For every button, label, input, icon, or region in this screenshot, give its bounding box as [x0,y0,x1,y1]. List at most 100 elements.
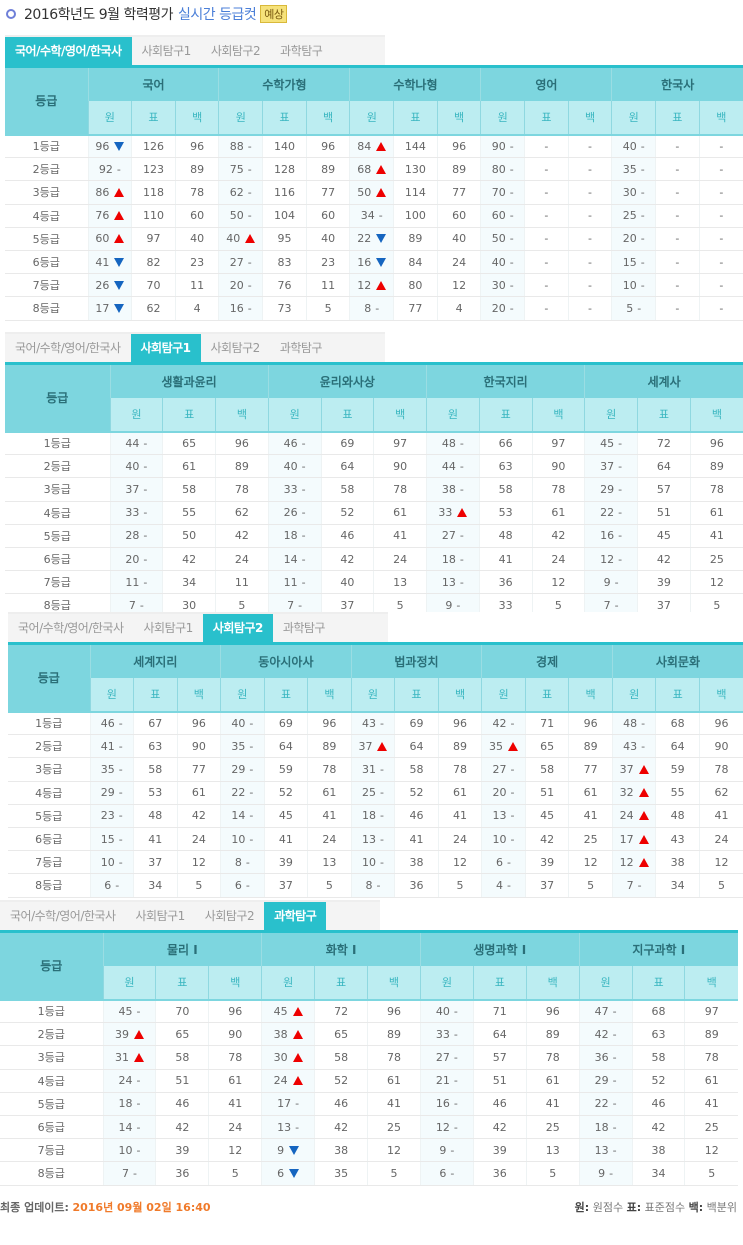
standard-score-cell: 64 [394,734,439,759]
raw-score: 9 [603,575,611,589]
standard-score-cell: 72 [314,999,368,1024]
raw-score: 33 [125,506,140,520]
tab-0[interactable]: 국어/수학/영어/한국사 [5,37,132,65]
tab-3[interactable]: 과학탐구 [280,44,323,58]
grade-label: 4등급 [5,204,88,228]
raw-score-cell: 25- [611,204,656,228]
percentile-cell: 78 [208,1045,262,1070]
no-change-dash: - [640,185,645,199]
standard-score-cell: - [524,273,569,298]
no-change-dash: - [143,436,148,450]
raw-score: 26 [283,506,298,520]
raw-score-cell: 20- [109,547,163,572]
raw-score-cell: 7- [102,1161,156,1186]
raw-score-cell: 62- [218,180,263,205]
tab-2[interactable]: 사회탐구2 [204,909,255,923]
no-change-dash: - [245,855,250,869]
raw-score: 88 [229,139,244,153]
no-change-dash: - [640,278,645,292]
raw-score: 25 [622,209,637,223]
raw-score: 20 [229,278,244,292]
standard-score-cell: 130 [393,157,438,182]
column-header: 표 [131,100,176,136]
tab-3[interactable]: 과학탐구 [282,621,326,635]
raw-score-cell: 50- [480,227,525,251]
no-change-dash: - [509,139,514,153]
standard-score-cell: 59 [263,757,308,782]
no-change-dash: - [453,1120,458,1134]
standard-score-cell: 73 [262,296,307,321]
percentile-cell: 89 [307,734,352,759]
raw-score-cell: 6- [89,873,134,898]
grade-label: 1등급 [8,711,90,736]
raw-score-cell: 37- [109,477,163,502]
grade-label: 4등급 [8,781,90,805]
column-header: 백 [531,397,585,433]
percentile-cell: 77 [176,757,221,782]
legend-value: 원점수 [592,1201,624,1214]
raw-score-cell: 33- [109,501,163,525]
tab-2[interactable]: 사회탐구2 [210,341,261,355]
subject-header: 동아시아사 [220,643,352,678]
raw-score-cell: 88- [218,134,263,159]
standard-score-cell: 65 [314,1022,368,1047]
raw-score-cell: 20- [218,273,263,298]
grade-header: 등급 [5,363,110,433]
standard-score-cell: 68 [655,711,700,736]
standard-score-cell: 41 [133,827,178,852]
standard-score-cell: 43 [655,827,700,852]
no-change-dash: - [459,482,464,496]
raw-score: 31 [114,1050,129,1064]
raw-score-cell: 41 [87,250,132,275]
no-change-dash: - [637,878,642,892]
tab-0[interactable]: 국어/수학/영어/한국사 [15,341,121,355]
percentile-cell: 12 [568,850,613,875]
tab-3[interactable]: 과학탐구 [264,902,327,930]
column-header: 원 [480,100,525,136]
tab-0[interactable]: 국어/수학/영어/한국사 [18,621,124,635]
standard-score-cell: 64 [637,454,691,479]
no-change-dash: - [453,1004,458,1018]
table-row: 5등급 23-48 42 14-45 41 18-46 41 13-45 41 24 48 41 [8,804,743,828]
tab-1[interactable]: 사회탐구1 [141,44,192,58]
raw-score: 24 [118,1074,133,1088]
standard-score-cell: 45 [637,524,691,548]
raw-score: 20 [622,232,637,246]
no-change-dash: - [640,232,645,246]
percentile-cell: 62 [215,501,269,525]
percentile-cell: 78 [367,1045,421,1070]
raw-score: 18 [441,552,456,566]
percentile-cell: 5 [525,1161,580,1186]
raw-score: 7 [626,878,634,892]
no-change-dash: - [301,506,306,520]
column-header: 백 [373,397,427,433]
tab-1[interactable]: 사회탐구1 [143,621,194,635]
standard-score-cell: 35 [314,1161,368,1186]
grade-label: 8등급 [0,1161,103,1186]
no-change-dash: - [459,575,464,589]
tab-2[interactable]: 사회탐구2 [210,44,261,58]
percentile-cell: 5 [684,1161,738,1186]
standard-score-cell: - [655,250,700,275]
standard-score-cell: 41 [263,827,308,852]
raw-score-cell: 10- [220,827,265,852]
percentile-cell: 40 [174,227,219,251]
raw-score: 22 [231,786,246,800]
percentile-cell: 11 [305,273,350,298]
tab-0[interactable]: 국어/수학/영어/한국사 [10,909,116,923]
grade-label: 8등급 [8,873,90,898]
no-change-dash: - [459,552,464,566]
tab-3[interactable]: 과학탐구 [279,341,323,355]
percentile-cell: 24 [176,827,221,852]
subject-header: 생명과학 I [419,931,580,966]
percentile-cell: 61 [373,501,427,525]
tab-2[interactable]: 사회탐구2 [202,614,273,642]
no-change-dash: - [295,1097,300,1111]
subject-tabs: 국어/수학/영어/한국사 사회탐구1 사회탐구2 과학탐구 [0,900,380,930]
up-triangle-icon [292,1052,303,1062]
percentile-cell: 41 [525,1092,580,1116]
raw-score-cell: 27- [426,524,480,548]
tab-1[interactable]: 사회탐구1 [135,909,186,923]
raw-score: 16 [357,255,372,269]
tab-1[interactable]: 사회탐구1 [130,334,201,362]
